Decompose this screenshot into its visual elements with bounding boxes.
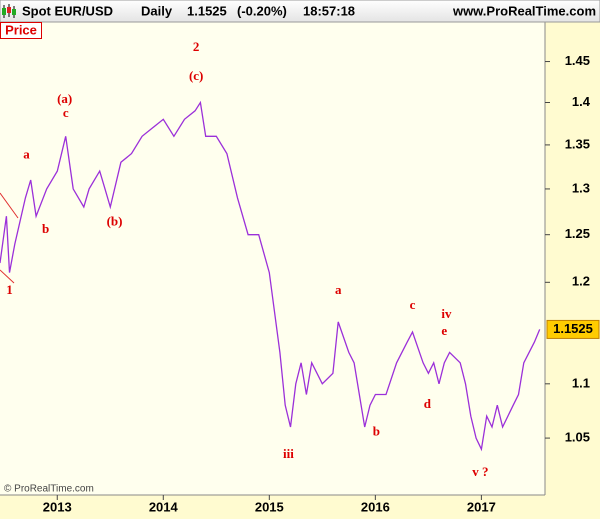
wave-label: c — [63, 105, 69, 120]
price-line — [0, 100, 541, 452]
wave-label: (a) — [57, 91, 72, 106]
wave-label: c — [410, 297, 416, 312]
x-tick-label: 2015 — [255, 499, 284, 514]
y-tick-label: 1.2 — [572, 274, 590, 289]
header-icon — [2, 4, 16, 18]
copyright: © ProRealTime.com — [4, 484, 94, 495]
last-price-box — [546, 319, 600, 339]
wave-label: e — [441, 323, 447, 338]
x-tick-label: 2016 — [361, 499, 390, 514]
y-tick-label: 1.3 — [572, 180, 590, 195]
y-tick-label: 1.1 — [572, 375, 590, 390]
trend-line — [0, 269, 15, 284]
symbol: Spot EUR/USD — [22, 3, 113, 18]
wave-label: b — [373, 424, 380, 439]
trend-line — [0, 192, 19, 219]
last-price: 1.1525 — [187, 3, 227, 18]
x-tick-label: 2017 — [467, 499, 496, 514]
time: 18:57:18 — [303, 3, 355, 18]
y-tick-label: 1.4 — [572, 94, 591, 109]
panel-label: Price — [5, 22, 37, 37]
wave-label: a — [335, 282, 342, 297]
wave-label: iii — [283, 446, 294, 461]
wave-label: iv — [441, 306, 452, 321]
y-tick-label: 1.05 — [565, 430, 590, 445]
wave-label: 2 — [193, 39, 200, 54]
wave-label: v ? — [472, 464, 488, 479]
last-price-label: 1.1525 — [553, 321, 593, 336]
x-axis-band — [0, 495, 545, 519]
wave-label: b — [42, 221, 49, 236]
y-tick-label: 1.35 — [565, 136, 590, 151]
wave-label: d — [424, 396, 432, 411]
panel-label-box — [0, 22, 42, 39]
wave-label: a — [23, 146, 30, 161]
x-tick-label: 2014 — [149, 499, 179, 514]
y-tick-label: 1.45 — [565, 53, 590, 68]
wave-label: (b) — [107, 214, 123, 229]
y-tick-label: 1.25 — [565, 226, 590, 241]
wave-label: 1 — [6, 282, 13, 297]
change: (-0.20%) — [237, 3, 287, 18]
x-tick-label: 2013 — [43, 499, 72, 514]
site: www.ProRealTime.com — [452, 3, 596, 18]
y-axis-band — [545, 22, 600, 519]
period: Daily — [141, 3, 173, 18]
wave-label: (c) — [189, 68, 203, 83]
header-bar — [0, 0, 600, 23]
